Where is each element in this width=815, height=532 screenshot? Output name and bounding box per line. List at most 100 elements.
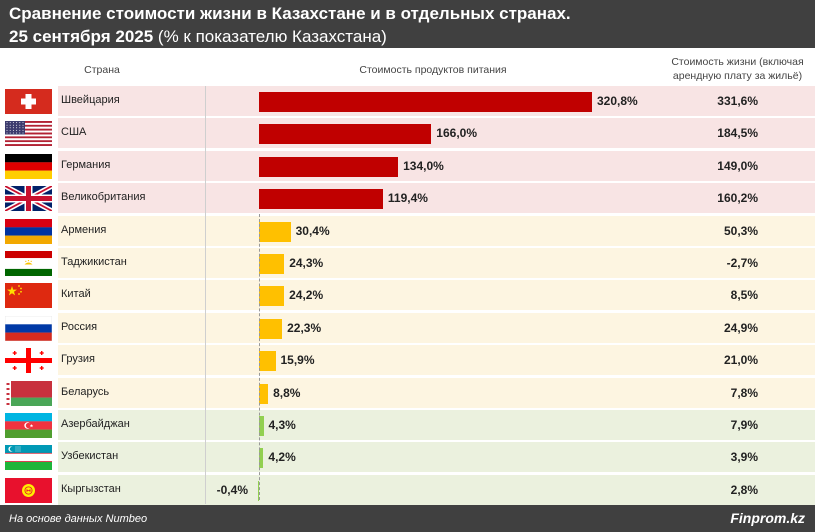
food-cost-value-label: 24,2% <box>289 288 324 303</box>
row-background <box>58 215 815 246</box>
living-cost-value: 21,0% <box>723 353 758 368</box>
brand-logo: Finprom.kz <box>730 510 805 526</box>
flag-azerbaijan-icon <box>5 413 52 438</box>
column-header-living-line1: Стоимость жизни (включая <box>671 56 804 68</box>
flag-tajikistan-icon <box>5 251 52 276</box>
food-cost-value-label: 15,9% <box>280 353 315 368</box>
living-cost-value: 149,0% <box>717 158 758 173</box>
country-label: Китай <box>61 288 91 301</box>
food-cost-bar <box>259 448 264 469</box>
living-cost-value: 8,5% <box>730 288 758 303</box>
country-label: Кыргызстан <box>61 482 121 495</box>
food-cost-bar <box>259 286 285 307</box>
food-cost-value-label: 4,3% <box>268 418 296 432</box>
food-cost-bar <box>259 221 291 242</box>
food-cost-bar <box>259 92 592 112</box>
chart-row: Узбекистан 4,2% 3,9% <box>0 442 815 473</box>
food-cost-bar <box>259 189 383 210</box>
column-header-country: Страна <box>84 64 120 76</box>
living-cost-value: 7,9% <box>730 418 758 432</box>
row-background <box>58 442 815 473</box>
chart-footer: На основе данных Numbeo Finprom.kz <box>0 505 815 532</box>
living-cost-value: 7,8% <box>730 385 758 400</box>
chart-row: Таджикистан 24,3% -2,7% <box>0 248 815 278</box>
living-cost-value: 24,9% <box>723 320 758 335</box>
chart-row: Германия 134,0% 149,0% <box>0 150 815 181</box>
row-background <box>58 248 815 278</box>
food-cost-value-label: -0,4% <box>216 482 248 497</box>
chart-date: 25 сентября 2025 <box>9 27 154 46</box>
chart-header: Сравнение стоимости жизни в Казахстане и… <box>0 0 815 48</box>
row-background <box>58 150 815 181</box>
flag-georgia-icon <box>5 348 52 374</box>
flag-switzerland-icon <box>5 89 52 114</box>
flag-usa-icon <box>5 121 52 147</box>
source-note: На основе данных Numbeo <box>9 513 148 525</box>
chart-row: Китай 24,2% 8,5% <box>0 280 815 311</box>
food-cost-value-label: 8,8% <box>273 385 301 400</box>
flag-uk-icon <box>5 186 52 212</box>
food-cost-value-label: 30,4% <box>295 223 330 238</box>
row-background <box>58 118 815 149</box>
country-label: Азербайджан <box>61 418 130 430</box>
row-background <box>58 377 815 408</box>
row-background <box>58 410 815 440</box>
zero-axis-line <box>259 214 260 500</box>
country-label: Беларусь <box>61 385 110 398</box>
food-cost-bar <box>259 416 264 436</box>
food-cost-bar <box>259 254 285 274</box>
flag-uzbekistan-icon <box>5 445 52 471</box>
chart-row: США 166,0% 184,5% <box>0 118 815 149</box>
living-cost-value: 3,9% <box>730 450 758 465</box>
food-cost-value-label: 320,8% <box>597 94 638 108</box>
chart-row: Великобритания 119,4% 160,2% <box>0 183 815 214</box>
chart-row: Беларусь 8,8% 7,8% <box>0 377 815 408</box>
chart-row: Швейцария 320,8% 331,6% <box>0 86 815 116</box>
country-label: Россия <box>61 320 98 333</box>
row-background <box>58 280 815 311</box>
food-cost-value-label: 24,3% <box>289 256 324 270</box>
country-label: Германия <box>61 158 111 171</box>
country-label: Таджикистан <box>61 256 127 268</box>
country-label: Великобритания <box>61 191 146 204</box>
country-label: Армения <box>61 223 107 236</box>
food-cost-value-label: 134,0% <box>403 158 444 173</box>
country-label: Швейцария <box>61 94 120 106</box>
food-cost-value-label: 22,3% <box>287 320 322 335</box>
food-cost-bar <box>259 318 283 339</box>
chart-row: Кыргызстан -0,4% 2,8% <box>0 474 815 505</box>
country-label: США <box>61 126 87 139</box>
country-label: Грузия <box>61 353 95 366</box>
food-cost-bar <box>259 383 269 404</box>
column-divider <box>205 86 206 504</box>
living-cost-value: 331,6% <box>717 94 758 108</box>
flag-germany-icon <box>5 153 52 179</box>
food-cost-value-label: 119,4% <box>387 191 428 206</box>
column-header-living-line2: арендную плату за жильё) <box>672 70 803 82</box>
chart-row: Азербайджан 4,3% 7,9% <box>0 410 815 440</box>
flag-kyrgyzstan-icon <box>5 477 52 503</box>
food-cost-bar <box>259 124 432 145</box>
living-cost-value: -2,7% <box>726 256 758 270</box>
food-cost-value-label: 166,0% <box>436 126 477 141</box>
living-cost-value: 184,5% <box>717 126 758 141</box>
chart-subtitle: 25 сентября 2025 (% к показателю Казахст… <box>9 27 387 47</box>
row-background <box>58 345 815 376</box>
living-cost-value: 50,3% <box>723 223 758 238</box>
chart-unit-note: (% к показателю Казахстана) <box>153 27 387 46</box>
living-cost-value: 160,2% <box>717 191 758 206</box>
food-cost-bar <box>259 156 399 177</box>
food-cost-bar <box>259 351 276 372</box>
column-header-food: Стоимость продуктов питания <box>359 64 507 76</box>
chart-row: Грузия 15,9% 21,0% <box>0 345 815 376</box>
column-header-living: Стоимость жизни (включая арендную плату … <box>660 55 815 83</box>
row-background <box>58 474 815 505</box>
row-background <box>58 183 815 214</box>
living-cost-value: 2,8% <box>730 482 758 497</box>
flag-belarus-icon <box>5 380 52 406</box>
chart-title: Сравнение стоимости жизни в Казахстане и… <box>9 4 571 23</box>
chart-row: Россия 22,3% 24,9% <box>0 312 815 343</box>
food-cost-value-label: 4,2% <box>268 450 296 465</box>
country-label: Узбекистан <box>61 450 119 463</box>
flag-armenia-icon <box>5 218 52 244</box>
